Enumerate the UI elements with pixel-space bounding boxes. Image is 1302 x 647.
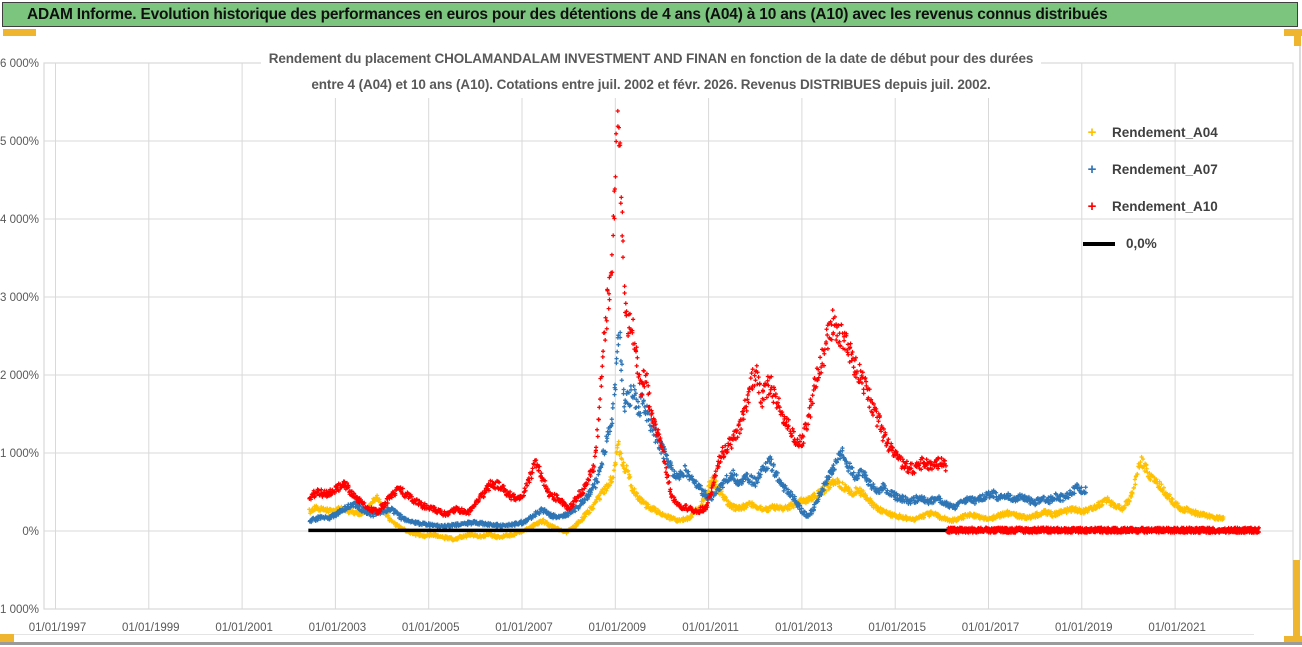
y-axis-tick: 0% bbox=[22, 526, 39, 538]
header-bar: ADAM Informe. Evolution historique des p… bbox=[2, 2, 1298, 27]
bottom-divider bbox=[0, 642, 1302, 645]
y-axis-tick: 1 000% bbox=[0, 448, 39, 460]
plus-marker-icon: + bbox=[1087, 198, 1097, 215]
legend-item-zero: 0,0% bbox=[1083, 225, 1248, 262]
legend-item-a10: + Rendement_A10 bbox=[1083, 188, 1248, 225]
x-axis-tick: 01/01/2013 bbox=[775, 622, 833, 634]
chart-title-line2: entre 4 (A04) et 10 ans (A10). Cotations… bbox=[303, 72, 999, 98]
plus-marker-icon: + bbox=[1087, 161, 1097, 178]
series-a10-zero-band bbox=[945, 525, 1261, 535]
bottom-divider-light bbox=[14, 634, 1254, 635]
y-axis-tick: 2 000% bbox=[0, 370, 39, 382]
y-axis-tick: -1 000% bbox=[0, 604, 39, 616]
legend-label: Rendement_A04 bbox=[1112, 125, 1218, 140]
y-axis-tick: 3 000% bbox=[0, 292, 39, 304]
gold-accent-bottom-right bbox=[1284, 636, 1302, 644]
x-axis-tick: 01/01/2009 bbox=[589, 622, 647, 634]
x-axis-tick: 01/01/2003 bbox=[309, 622, 367, 634]
x-axis-tick: 01/01/2005 bbox=[402, 622, 460, 634]
gold-accent-bottom-left bbox=[0, 634, 14, 643]
legend-item-a04: + Rendement_A04 bbox=[1083, 114, 1248, 151]
y-axis-tick: 5 000% bbox=[0, 136, 39, 148]
right-edge-divider bbox=[1299, 46, 1301, 560]
gold-accent-top-right-edge bbox=[1294, 29, 1301, 46]
x-axis-tick: 01/01/2001 bbox=[215, 622, 273, 634]
gold-accent-right-strip bbox=[1293, 560, 1300, 644]
x-axis-tick: 01/01/2019 bbox=[1055, 622, 1113, 634]
plus-marker-icon: + bbox=[1087, 124, 1097, 141]
x-axis-tick: 01/01/1997 bbox=[29, 622, 87, 634]
header-title: ADAM Informe. Evolution historique des p… bbox=[27, 5, 1108, 23]
legend-label: Rendement_A10 bbox=[1112, 199, 1218, 214]
gold-accent-top-right bbox=[1284, 29, 1302, 36]
x-axis-tick: 01/01/2017 bbox=[962, 622, 1020, 634]
series-markers-rendement_a10 bbox=[307, 108, 949, 518]
series-markers-rendement_a07 bbox=[307, 330, 1088, 530]
x-axis-tick: 01/01/1999 bbox=[122, 622, 180, 634]
chart-legend: + Rendement_A04 + Rendement_A07 + Rendem… bbox=[1083, 114, 1248, 262]
x-axis-tick: 01/01/2007 bbox=[495, 622, 553, 634]
chart-title-line1: Rendement du placement CHOLAMANDALAM INV… bbox=[260, 46, 1042, 72]
x-axis-tick: 01/01/2011 bbox=[682, 622, 739, 634]
gold-accent-top-left bbox=[3, 29, 36, 36]
line-swatch-icon bbox=[1083, 241, 1115, 246]
chart-title: Rendement du placement CHOLAMANDALAM INV… bbox=[0, 46, 1302, 98]
x-axis-tick: 01/01/2021 bbox=[1148, 622, 1206, 634]
y-axis-tick: 6 000% bbox=[0, 58, 39, 70]
legend-label: Rendement_A07 bbox=[1112, 162, 1218, 177]
legend-label: 0,0% bbox=[1126, 236, 1157, 251]
legend-item-a07: + Rendement_A07 bbox=[1083, 151, 1248, 188]
x-axis-tick: 01/01/2015 bbox=[868, 622, 926, 634]
y-axis-tick: 4 000% bbox=[0, 214, 39, 226]
